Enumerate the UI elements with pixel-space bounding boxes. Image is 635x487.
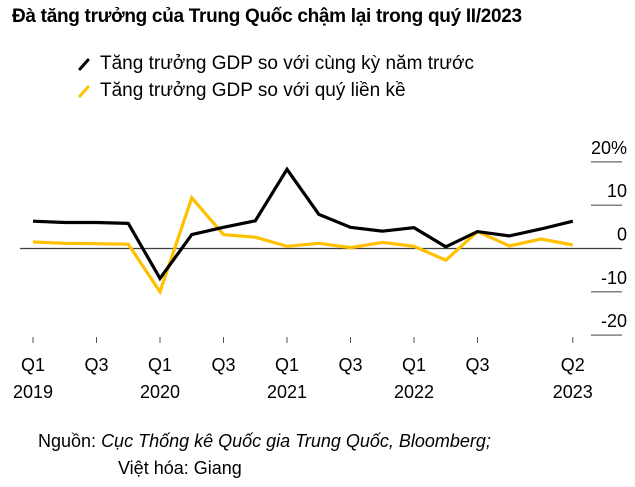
x-tick-label-quarter: Q3: [465, 355, 489, 375]
y-tick-label: -20: [601, 311, 627, 331]
x-tick-label-quarter: Q3: [211, 355, 235, 375]
x-axis: Q1 2019 Q3 Q1 2020 Q3 Q1 2021 Q3 Q1 2022 Q3 Q2 2023: [13, 337, 593, 402]
x-tick-label-quarter: Q1: [275, 355, 299, 375]
source-text: Cục Thống kê Quốc gia Trung Quốc, Bloomb…: [101, 431, 491, 451]
source-label: Nguồn:: [38, 431, 97, 451]
y-tick-label: -10: [601, 268, 627, 288]
chart-legend: Tăng trưởng GDP so với cùng kỳ năm trước…: [78, 50, 474, 104]
x-tick-label-year: 2022: [394, 382, 434, 402]
series-layer: [32, 166, 574, 296]
chart-plot-area: 20% 10 0 -10 -20 Q1 2019 Q3 Q1 2020 Q3 Q1 2021 Q3 Q1 2…: [13, 138, 627, 402]
legend-label-yoy: Tăng trưởng GDP so với cùng kỳ năm trước: [100, 52, 474, 74]
y-axis: 20% 10 0 -10 -20: [20, 138, 627, 336]
x-tick-label-year: 2020: [140, 382, 180, 402]
chart-title: Đà tăng trưởng của Trung Quốc chậm lại t…: [12, 6, 522, 27]
series-line-yoy: [32, 166, 574, 282]
legend-swatch-qoq-icon: [78, 83, 92, 99]
x-tick-label-quarter: Q1: [148, 355, 172, 375]
legend-item-qoq: Tăng trưởng GDP so với quý liền kề: [78, 77, 474, 104]
x-tick-label-quarter: Q1: [21, 355, 45, 375]
x-tick-label-quarter: Q3: [84, 355, 108, 375]
legend-item-yoy: Tăng trưởng GDP so với cùng kỳ năm trước: [78, 50, 474, 77]
x-tick-label-quarter: Q2: [561, 355, 585, 375]
y-tick-label: 10: [607, 181, 627, 201]
x-tick-label-year: 2023: [553, 382, 593, 402]
legend-swatch-yoy-icon: [78, 56, 92, 72]
credit-text: Việt hóa: Giang: [118, 458, 242, 478]
x-tick-label-quarter: Q1: [402, 355, 426, 375]
x-tick-label-year: 2021: [267, 382, 307, 402]
chart-footer: Nguồn: Cục Thống kê Quốc gia Trung Quốc,…: [38, 428, 491, 482]
y-tick-label: 20%: [591, 138, 627, 158]
legend-label-qoq: Tăng trưởng GDP so với quý liền kề: [100, 79, 406, 101]
x-tick-label-year: 2019: [13, 382, 53, 402]
y-tick-label: 0: [617, 225, 627, 245]
series-line-qoq: [32, 194, 574, 296]
x-tick-label-quarter: Q3: [338, 355, 362, 375]
